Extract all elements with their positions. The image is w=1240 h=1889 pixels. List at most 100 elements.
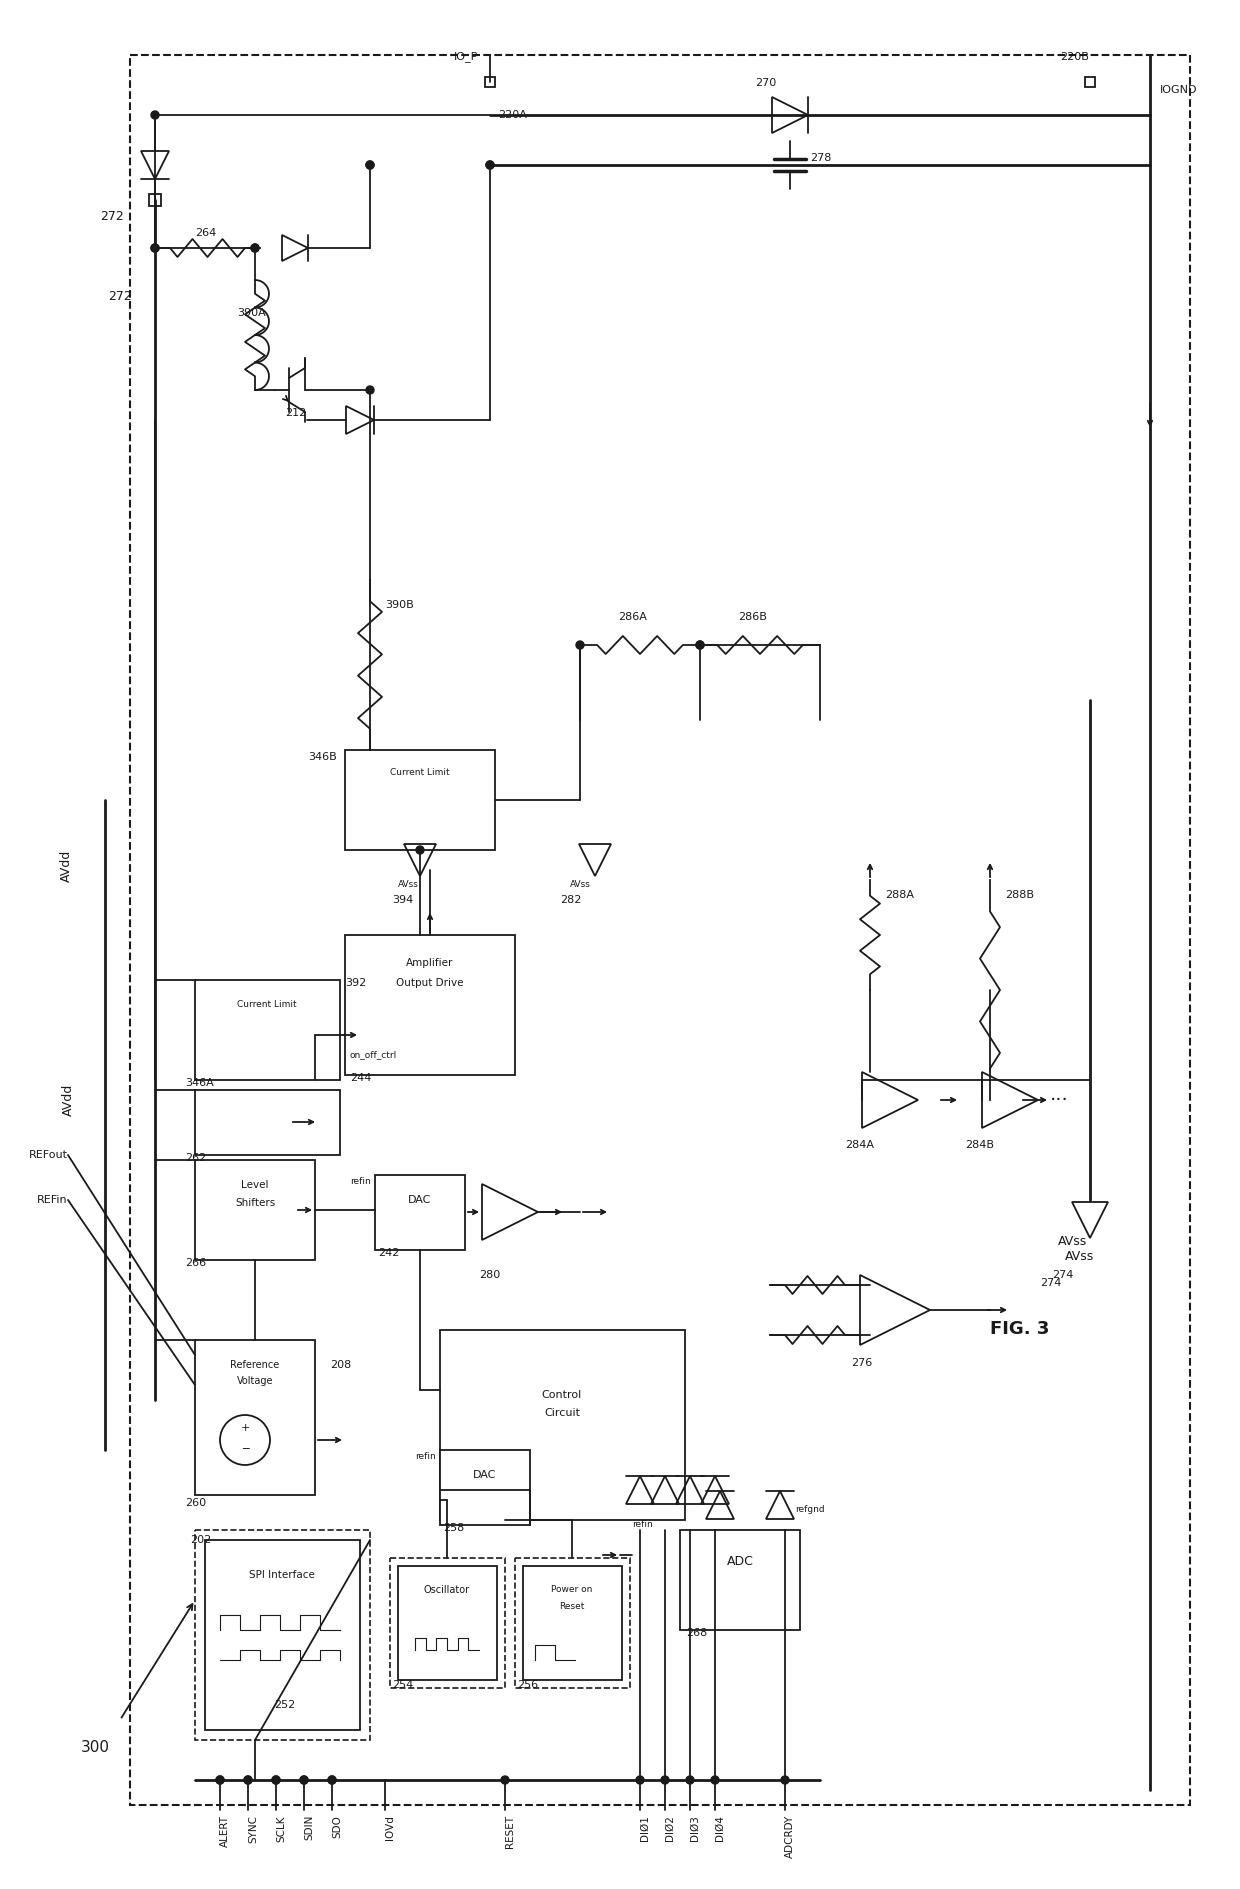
Text: FIG. 3: FIG. 3 <box>991 1320 1050 1337</box>
Circle shape <box>329 1776 336 1783</box>
Text: 220B: 220B <box>1060 53 1090 62</box>
Circle shape <box>272 1776 280 1783</box>
Circle shape <box>366 385 374 395</box>
Text: refgnd: refgnd <box>795 1506 825 1515</box>
Bar <box>391 1558 505 1689</box>
Circle shape <box>244 1776 252 1783</box>
Circle shape <box>366 161 374 168</box>
Text: 252: 252 <box>274 1700 295 1710</box>
Circle shape <box>250 244 259 251</box>
Text: refin: refin <box>415 1453 435 1460</box>
Bar <box>523 1566 622 1679</box>
Circle shape <box>636 1776 644 1783</box>
Text: 288A: 288A <box>885 890 914 899</box>
Text: 254: 254 <box>392 1679 413 1691</box>
Text: 284A: 284A <box>846 1139 874 1150</box>
Circle shape <box>250 244 259 251</box>
Text: 278: 278 <box>810 153 831 162</box>
Text: AVss: AVss <box>1065 1251 1094 1264</box>
Bar <box>485 77 495 87</box>
Bar <box>195 1339 315 1494</box>
Text: AVss: AVss <box>570 880 591 890</box>
Bar <box>1085 77 1095 87</box>
Text: Oscillator: Oscillator <box>424 1585 470 1594</box>
Bar <box>195 1530 370 1740</box>
Text: refin: refin <box>350 1177 371 1186</box>
Text: 276: 276 <box>852 1358 873 1368</box>
Bar <box>205 1540 360 1730</box>
Text: ─: ─ <box>242 1443 248 1453</box>
Text: on_off_ctrl: on_off_ctrl <box>350 1050 397 1060</box>
Text: Current Limit: Current Limit <box>391 769 450 776</box>
Text: Shifters: Shifters <box>234 1198 275 1207</box>
Text: AVss: AVss <box>398 880 418 890</box>
Text: REFin: REFin <box>37 1196 68 1205</box>
Bar <box>195 1160 315 1260</box>
Text: 262: 262 <box>185 1152 206 1164</box>
Text: REFout: REFout <box>29 1150 68 1160</box>
Text: Control: Control <box>542 1390 582 1400</box>
Bar <box>345 935 515 1075</box>
Circle shape <box>696 640 704 650</box>
Text: IOVd: IOVd <box>384 1815 396 1840</box>
Circle shape <box>216 1776 224 1783</box>
Text: 202: 202 <box>190 1536 211 1545</box>
Text: 244: 244 <box>350 1073 371 1082</box>
Text: 264: 264 <box>195 229 216 238</box>
Text: 272: 272 <box>100 210 124 223</box>
Text: 256: 256 <box>517 1679 538 1691</box>
Text: refin: refin <box>632 1521 652 1528</box>
Text: 258: 258 <box>443 1523 464 1534</box>
Bar <box>398 1566 497 1679</box>
Text: Circuit: Circuit <box>544 1407 580 1419</box>
Text: DIØ4: DIØ4 <box>715 1815 725 1842</box>
Text: 220A: 220A <box>498 110 527 121</box>
Text: ADCRDY: ADCRDY <box>785 1815 795 1859</box>
Text: ALERT: ALERT <box>219 1815 229 1847</box>
Text: 346A: 346A <box>185 1079 213 1088</box>
Circle shape <box>711 1776 719 1783</box>
Text: Level: Level <box>242 1181 269 1190</box>
Text: DAC: DAC <box>408 1196 432 1205</box>
Text: SDIN: SDIN <box>304 1815 314 1840</box>
Text: 274: 274 <box>1040 1279 1061 1288</box>
Text: IOGND: IOGND <box>1159 85 1198 94</box>
Text: 284B: 284B <box>966 1139 994 1150</box>
Text: DIØ3: DIØ3 <box>689 1815 701 1842</box>
Text: SCLK: SCLK <box>277 1815 286 1842</box>
Text: 274: 274 <box>1052 1269 1074 1281</box>
Text: 268: 268 <box>686 1628 707 1638</box>
Text: 286B: 286B <box>738 612 766 621</box>
Text: Output Drive: Output Drive <box>397 979 464 988</box>
Text: 346B: 346B <box>308 752 337 761</box>
Text: DIØ1: DIØ1 <box>640 1815 650 1842</box>
Circle shape <box>151 244 159 251</box>
Text: 392: 392 <box>345 979 366 988</box>
Text: 212: 212 <box>285 408 306 417</box>
Text: DIØ2: DIØ2 <box>665 1815 675 1842</box>
Bar <box>345 750 495 850</box>
Circle shape <box>696 640 704 650</box>
Text: Voltage: Voltage <box>237 1375 273 1387</box>
Circle shape <box>300 1776 308 1783</box>
Circle shape <box>501 1776 508 1783</box>
Text: 390B: 390B <box>384 601 414 610</box>
Text: AVdd: AVdd <box>60 850 73 882</box>
Bar <box>374 1175 465 1251</box>
Circle shape <box>486 161 494 168</box>
Text: Power on: Power on <box>552 1585 593 1594</box>
Text: 288B: 288B <box>1004 890 1034 899</box>
Circle shape <box>366 161 374 168</box>
Bar <box>440 1451 529 1524</box>
Text: Amplifier: Amplifier <box>407 958 454 967</box>
Text: 394: 394 <box>392 895 413 905</box>
Text: ADC: ADC <box>727 1555 754 1568</box>
Text: Reference: Reference <box>231 1360 280 1370</box>
Text: 272: 272 <box>108 291 131 302</box>
Bar <box>130 55 1190 1806</box>
Bar <box>440 1330 684 1521</box>
Text: 242: 242 <box>378 1249 399 1258</box>
Circle shape <box>244 1776 252 1783</box>
Circle shape <box>415 846 424 854</box>
Bar <box>195 1090 340 1154</box>
